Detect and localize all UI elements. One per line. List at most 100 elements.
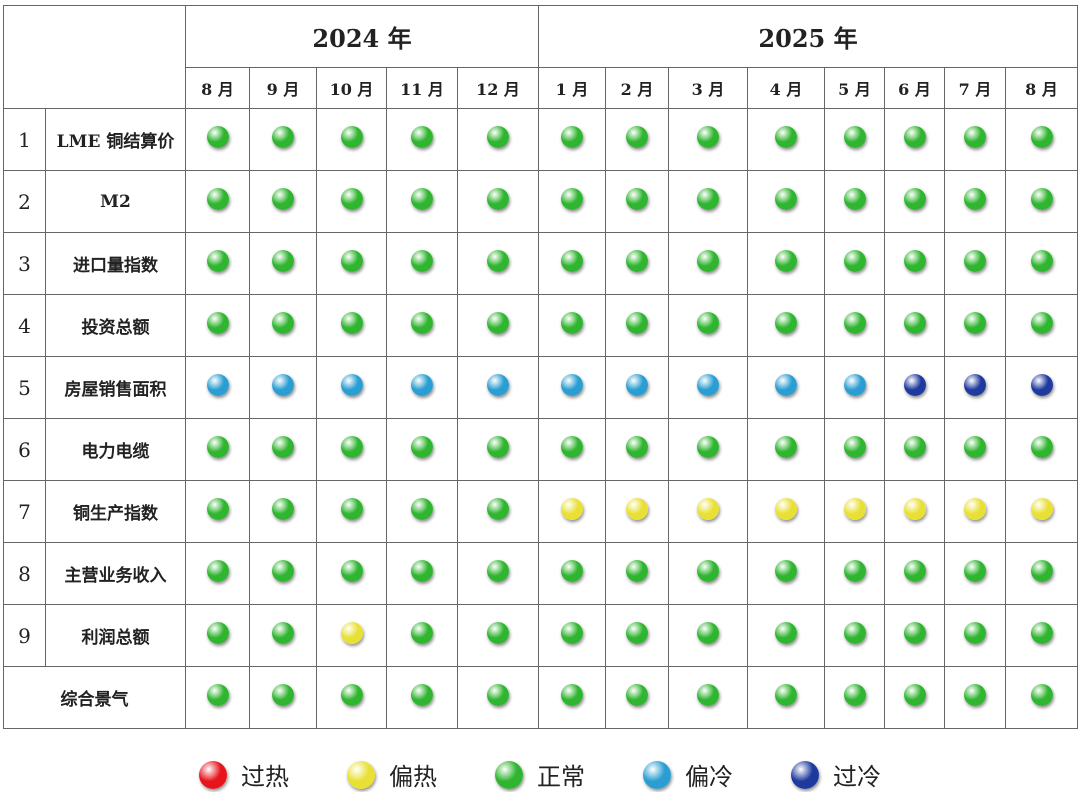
legend-item: 正常 xyxy=(495,757,585,792)
signal-cell xyxy=(605,232,669,295)
row-label: 投资总额 xyxy=(45,294,186,357)
signal-cell xyxy=(386,418,458,481)
signal-dot-正常 xyxy=(1030,436,1053,458)
signal-cell xyxy=(824,542,885,605)
signal-dot-正常 xyxy=(843,684,866,706)
signal-dot-正常 xyxy=(964,622,986,644)
signal-dot-正常 xyxy=(340,498,363,520)
signal-cell xyxy=(538,356,606,419)
signal-cell xyxy=(185,170,250,233)
signal-dot-正常 xyxy=(340,126,363,148)
signal-cell xyxy=(1005,418,1078,481)
signal-dot-正常 xyxy=(775,684,797,706)
row-label: 综合景气 xyxy=(3,666,186,729)
signal-dot-正常 xyxy=(626,622,648,644)
signal-cell xyxy=(884,480,945,543)
signal-cell xyxy=(457,604,539,667)
table-row: 4 投资总额 xyxy=(3,294,1078,357)
signal-cell xyxy=(944,232,1006,295)
signal-cell xyxy=(316,604,387,667)
signal-cell xyxy=(824,480,885,543)
signal-dot-偏冷 xyxy=(411,374,433,396)
signal-dot-正常 xyxy=(775,560,797,582)
signal-cell xyxy=(316,666,387,729)
signal-cell xyxy=(824,666,885,729)
legend-dot-icon xyxy=(199,760,227,789)
row-label: LME 铜结算价 xyxy=(45,108,186,171)
signal-dot-正常 xyxy=(697,188,719,210)
signal-cell xyxy=(668,604,748,667)
signal-dot-偏冷 xyxy=(843,374,866,396)
signal-dot-正常 xyxy=(775,312,797,334)
signal-cell xyxy=(824,418,885,481)
signal-dot-正常 xyxy=(487,436,509,458)
legend-label: 过冷 xyxy=(833,763,881,791)
signal-dot-正常 xyxy=(1030,312,1053,334)
signal-dot-偏热 xyxy=(843,498,866,520)
signal-dot-正常 xyxy=(903,312,926,334)
signal-cell xyxy=(249,294,317,357)
signal-dot-正常 xyxy=(1030,126,1053,148)
signal-dot-正常 xyxy=(903,126,926,148)
signal-cell xyxy=(386,604,458,667)
signal-cell xyxy=(668,418,748,481)
signal-dot-正常 xyxy=(626,684,648,706)
signal-dot-正常 xyxy=(561,622,583,644)
signal-dot-正常 xyxy=(1030,560,1053,582)
row-number: 1 xyxy=(3,108,46,171)
signal-dot-正常 xyxy=(411,250,433,272)
signal-dot-正常 xyxy=(487,622,509,644)
signal-dot-正常 xyxy=(843,312,866,334)
signal-dot-正常 xyxy=(964,436,986,458)
signal-cell xyxy=(457,542,539,605)
signal-dot-正常 xyxy=(487,250,509,272)
signal-cell xyxy=(249,666,317,729)
signal-dot-正常 xyxy=(206,188,229,210)
month-header: 9 月 xyxy=(249,67,317,109)
signal-cell xyxy=(457,170,539,233)
signal-cell xyxy=(386,170,458,233)
signal-dot-偏冷 xyxy=(697,374,719,396)
signal-dot-正常 xyxy=(272,622,294,644)
legend-label: 正常 xyxy=(537,763,585,791)
signal-dot-偏冷 xyxy=(272,374,294,396)
signal-dot-正常 xyxy=(206,126,229,148)
signal-dot-正常 xyxy=(340,312,363,334)
signal-dot-正常 xyxy=(487,312,509,334)
signal-dot-正常 xyxy=(626,188,648,210)
legend-item: 偏冷 xyxy=(643,757,733,792)
signal-cell xyxy=(668,542,748,605)
signal-cell xyxy=(884,170,945,233)
signal-cell xyxy=(668,108,748,171)
signal-cell xyxy=(457,108,539,171)
signal-dot-正常 xyxy=(411,188,433,210)
signal-cell xyxy=(1005,170,1078,233)
signal-cell xyxy=(316,232,387,295)
signal-dot-正常 xyxy=(697,126,719,148)
signal-cell xyxy=(457,480,539,543)
signal-cell xyxy=(185,480,250,543)
signal-dot-正常 xyxy=(487,126,509,148)
row-label: 电力电缆 xyxy=(45,418,186,481)
table-row: 9 利润总额 xyxy=(3,604,1078,667)
signal-cell xyxy=(605,170,669,233)
signal-dot-正常 xyxy=(206,250,229,272)
legend-dot-icon xyxy=(791,760,819,789)
legend-item: 过热 xyxy=(199,757,289,792)
signal-dot-正常 xyxy=(903,622,926,644)
signal-cell xyxy=(944,480,1006,543)
signal-dot-正常 xyxy=(411,126,433,148)
row-number: 8 xyxy=(3,542,46,605)
signal-cell xyxy=(249,604,317,667)
signal-cell xyxy=(185,356,250,419)
signal-cell xyxy=(316,170,387,233)
signal-dot-正常 xyxy=(964,560,986,582)
legend-dot-icon xyxy=(495,760,523,789)
month-header: 8 月 xyxy=(1005,67,1078,109)
row-number: 6 xyxy=(3,418,46,481)
signal-dot-偏热 xyxy=(626,498,648,520)
signal-dot-偏冷 xyxy=(340,374,363,396)
month-header: 7 月 xyxy=(944,67,1006,109)
signal-cell xyxy=(185,542,250,605)
